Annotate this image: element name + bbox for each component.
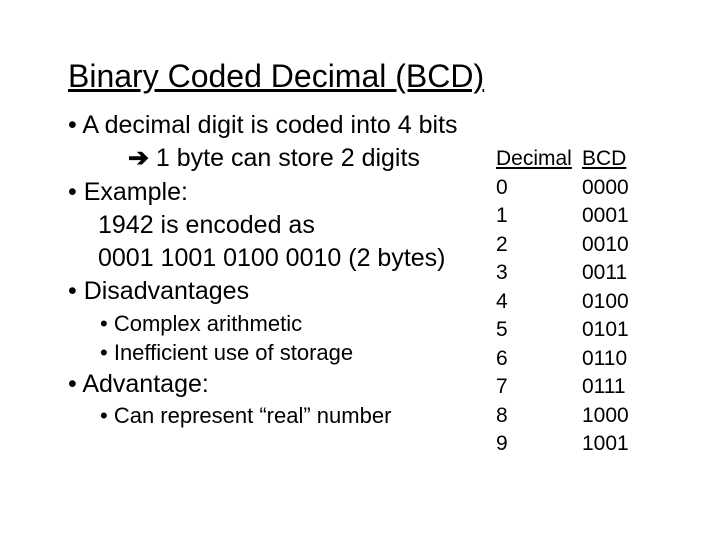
cell-bcd: 0110 (582, 345, 652, 374)
bullet-3a-text: Complex arithmetic (114, 311, 302, 336)
bcd-table: Decimal BCD 0 0000 1 0001 2 0010 3 0011 … (496, 109, 670, 459)
cell-bcd: 0111 (582, 373, 652, 402)
bullet-4-text: Advantage: (82, 370, 209, 398)
table-row: 9 1001 (496, 430, 670, 459)
bullet-2b: 0001 1001 0100 0010 (2 bytes) (98, 242, 496, 275)
arrow-icon: ➔ (128, 144, 149, 172)
table-row: 8 1000 (496, 402, 670, 431)
table-row: 3 0011 (496, 259, 670, 288)
bullet-3: • Disadvantages (68, 275, 496, 308)
table-row: 5 0101 (496, 316, 670, 345)
cell-decimal: 6 (496, 345, 582, 374)
header-decimal: Decimal (496, 145, 582, 174)
bullet-4a-text: Can represent “real” number (114, 403, 392, 428)
main-column: • A decimal digit is coded into 4 bits ➔… (68, 109, 496, 431)
cell-bcd: 0001 (582, 202, 652, 231)
bullet-4: • Advantage: (68, 368, 496, 401)
cell-decimal: 5 (496, 316, 582, 345)
bullet-3-text: Disadvantages (84, 277, 249, 305)
bullet-1-cont-text: 1 byte can store 2 digits (149, 144, 420, 172)
table-row: 0 0000 (496, 174, 670, 203)
bullet-2-text: Example: (84, 178, 188, 206)
cell-bcd: 0000 (582, 174, 652, 203)
bullet-2: • Example: (68, 176, 496, 209)
table-row: 2 0010 (496, 231, 670, 260)
cell-bcd: 0101 (582, 316, 652, 345)
bullet-3b: • Inefficient use of storage (100, 338, 496, 368)
bullet-1: • A decimal digit is coded into 4 bits (68, 109, 496, 142)
cell-decimal: 8 (496, 402, 582, 431)
cell-decimal: 4 (496, 288, 582, 317)
bullet-3a: • Complex arithmetic (100, 309, 496, 339)
bullet-1-text: A decimal digit is coded into 4 bits (82, 111, 457, 139)
cell-bcd: 0010 (582, 231, 652, 260)
cell-decimal: 1 (496, 202, 582, 231)
slide-body: • A decimal digit is coded into 4 bits ➔… (68, 109, 670, 459)
cell-decimal: 9 (496, 430, 582, 459)
cell-bcd: 0100 (582, 288, 652, 317)
cell-bcd: 0011 (582, 259, 652, 288)
slide: Binary Coded Decimal (BCD) • A decimal d… (0, 0, 720, 540)
cell-decimal: 0 (496, 174, 582, 203)
table-row: 6 0110 (496, 345, 670, 374)
cell-bcd: 1001 (582, 430, 652, 459)
cell-decimal: 7 (496, 373, 582, 402)
table-row: 7 0111 (496, 373, 670, 402)
header-bcd: BCD (582, 145, 652, 174)
table-row: 1 0001 (496, 202, 670, 231)
slide-title: Binary Coded Decimal (BCD) (68, 58, 670, 95)
cell-decimal: 2 (496, 231, 582, 260)
bullet-4a: • Can represent “real” number (100, 401, 496, 431)
bullet-1-cont: ➔ 1 byte can store 2 digits (128, 142, 496, 175)
cell-decimal: 3 (496, 259, 582, 288)
table-header: Decimal BCD (496, 145, 670, 174)
bullet-2a-text: 1942 is encoded as (98, 211, 315, 239)
table-row: 4 0100 (496, 288, 670, 317)
bullet-3b-text: Inefficient use of storage (114, 340, 353, 365)
cell-bcd: 1000 (582, 402, 652, 431)
bullet-2b-text: 0001 1001 0100 0010 (2 bytes) (98, 244, 446, 272)
bullet-2a: 1942 is encoded as (98, 209, 496, 242)
